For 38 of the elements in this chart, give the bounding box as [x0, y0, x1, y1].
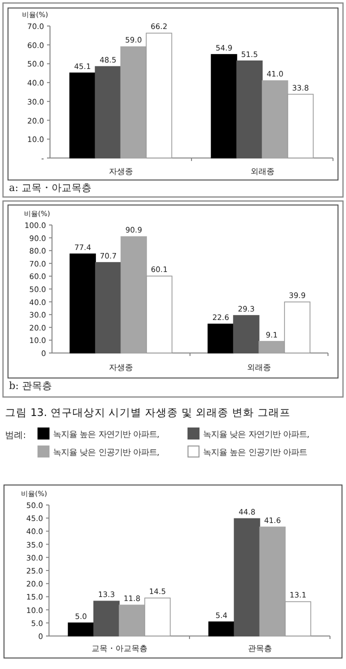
bar	[95, 262, 122, 354]
x-tick-label: 외래종	[250, 167, 274, 176]
caption: 그림 13. 연구대상지 시기별 자생종 및 외래종 변화 그래프	[5, 407, 290, 419]
x-tick-label: 자생종	[108, 167, 133, 176]
bar	[93, 600, 120, 636]
bar	[70, 254, 96, 354]
bar	[208, 621, 235, 636]
bar	[68, 622, 94, 636]
bar	[258, 340, 285, 354]
bar	[146, 32, 172, 158]
bar	[284, 302, 310, 354]
x-tick-label: 교목・아교목층	[91, 644, 148, 653]
x-tick-label: 자생종	[109, 363, 133, 372]
x-tick-label: 관목층	[248, 644, 272, 653]
bar	[146, 276, 172, 354]
legend-label: 녹지율 낮은 자연기반 아파트,	[203, 429, 310, 439]
bar	[259, 526, 286, 636]
bar	[69, 72, 96, 158]
bar	[208, 324, 234, 354]
x-tick-label: 외래종	[247, 363, 271, 372]
text: b: 관목층	[9, 381, 52, 392]
bar	[210, 54, 238, 158]
bar	[284, 601, 312, 636]
legend-label: 녹지율 높은 자연기반 아파트,	[53, 429, 160, 439]
bar	[234, 518, 260, 636]
bar	[287, 94, 314, 158]
legend-title: 범례:	[5, 431, 26, 441]
legend-label: 녹지율 높은 인공기반 아파트	[203, 447, 307, 457]
text: a: 교목・아교목층	[9, 183, 92, 194]
bar	[118, 604, 146, 636]
bar	[120, 46, 147, 158]
bar	[120, 236, 147, 354]
bar	[94, 66, 122, 158]
bar	[144, 598, 171, 636]
bar	[233, 315, 260, 354]
bar	[236, 60, 263, 158]
legend-label: 녹지율 낮은 인공기반 아파트,	[53, 447, 160, 457]
bar	[262, 80, 288, 158]
